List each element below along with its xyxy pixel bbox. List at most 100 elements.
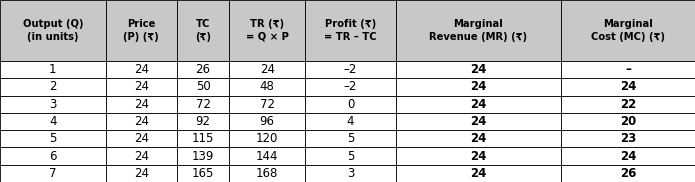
Text: Marginal
Revenue (MR) (₹): Marginal Revenue (MR) (₹)	[430, 19, 528, 42]
Text: TR (₹)
= Q × P: TR (₹) = Q × P	[246, 19, 288, 42]
Text: 24: 24	[471, 115, 486, 128]
Text: 72: 72	[260, 98, 275, 111]
Text: –2: –2	[344, 80, 357, 93]
Bar	[305, 78, 396, 96]
Text: 139: 139	[192, 150, 214, 163]
Bar	[561, 96, 695, 113]
Text: TC
(₹): TC (₹)	[195, 19, 211, 42]
Bar	[561, 78, 695, 96]
Bar	[0, 78, 106, 96]
Text: 0: 0	[347, 98, 354, 111]
Text: 26: 26	[620, 167, 636, 180]
Bar	[0, 96, 106, 113]
Text: 6: 6	[49, 150, 57, 163]
Bar	[0, 130, 106, 147]
Text: 24: 24	[471, 80, 486, 93]
Text: 2: 2	[49, 80, 57, 93]
Bar	[229, 96, 305, 113]
Text: 115: 115	[192, 132, 214, 145]
Bar	[561, 130, 695, 147]
Text: 50: 50	[196, 80, 211, 93]
Bar	[106, 130, 177, 147]
Text: 92: 92	[195, 115, 211, 128]
Bar	[561, 0, 695, 61]
Bar	[106, 0, 177, 61]
Bar	[305, 96, 396, 113]
Bar	[396, 113, 561, 130]
Text: 24: 24	[620, 80, 636, 93]
Text: –2: –2	[344, 63, 357, 76]
Text: Output (Q)
(in units): Output (Q) (in units)	[23, 19, 83, 42]
Bar	[229, 0, 305, 61]
Bar	[305, 130, 396, 147]
Bar	[229, 147, 305, 165]
Text: 20: 20	[620, 115, 636, 128]
Bar	[305, 61, 396, 78]
Text: 24: 24	[134, 167, 149, 180]
Bar	[561, 113, 695, 130]
Bar	[177, 165, 229, 182]
Text: 3: 3	[347, 167, 354, 180]
Text: 24: 24	[134, 115, 149, 128]
Text: 168: 168	[256, 167, 279, 180]
Text: Price
(P) (₹): Price (P) (₹)	[124, 19, 159, 42]
Text: 4: 4	[347, 115, 354, 128]
Text: 24: 24	[134, 80, 149, 93]
Bar	[106, 61, 177, 78]
Bar	[177, 130, 229, 147]
Bar	[106, 113, 177, 130]
Bar	[106, 165, 177, 182]
Bar	[177, 96, 229, 113]
Bar	[229, 78, 305, 96]
Bar	[106, 96, 177, 113]
Bar	[305, 147, 396, 165]
Text: 24: 24	[134, 98, 149, 111]
Bar	[561, 147, 695, 165]
Text: 24: 24	[471, 63, 486, 76]
Bar	[305, 165, 396, 182]
Text: 5: 5	[347, 132, 354, 145]
Text: 24: 24	[471, 98, 486, 111]
Bar	[561, 61, 695, 78]
Bar	[106, 78, 177, 96]
Text: 144: 144	[256, 150, 279, 163]
Text: 24: 24	[471, 167, 486, 180]
Text: 48: 48	[260, 80, 275, 93]
Text: 24: 24	[471, 132, 486, 145]
Bar	[396, 78, 561, 96]
Bar	[229, 130, 305, 147]
Text: 24: 24	[620, 150, 636, 163]
Text: 5: 5	[347, 150, 354, 163]
Bar	[0, 113, 106, 130]
Bar	[177, 61, 229, 78]
Text: 24: 24	[260, 63, 275, 76]
Text: 3: 3	[49, 98, 56, 111]
Text: 1: 1	[49, 63, 57, 76]
Text: 26: 26	[195, 63, 211, 76]
Bar	[0, 147, 106, 165]
Bar	[177, 0, 229, 61]
Text: 96: 96	[260, 115, 275, 128]
Text: 22: 22	[620, 98, 636, 111]
Bar	[229, 61, 305, 78]
Bar	[0, 165, 106, 182]
Text: 24: 24	[134, 132, 149, 145]
Bar	[561, 165, 695, 182]
Bar	[177, 78, 229, 96]
Bar	[229, 165, 305, 182]
Text: Marginal
Cost (MC) (₹): Marginal Cost (MC) (₹)	[591, 19, 665, 42]
Bar	[305, 0, 396, 61]
Bar	[305, 113, 396, 130]
Text: 24: 24	[134, 63, 149, 76]
Bar	[396, 0, 561, 61]
Bar	[396, 147, 561, 165]
Bar	[229, 113, 305, 130]
Text: 24: 24	[471, 150, 486, 163]
Bar	[396, 165, 561, 182]
Text: –: –	[625, 63, 631, 76]
Text: 72: 72	[195, 98, 211, 111]
Bar	[396, 61, 561, 78]
Text: 4: 4	[49, 115, 57, 128]
Text: Profit (₹)
= TR – TC: Profit (₹) = TR – TC	[325, 19, 377, 42]
Bar	[177, 147, 229, 165]
